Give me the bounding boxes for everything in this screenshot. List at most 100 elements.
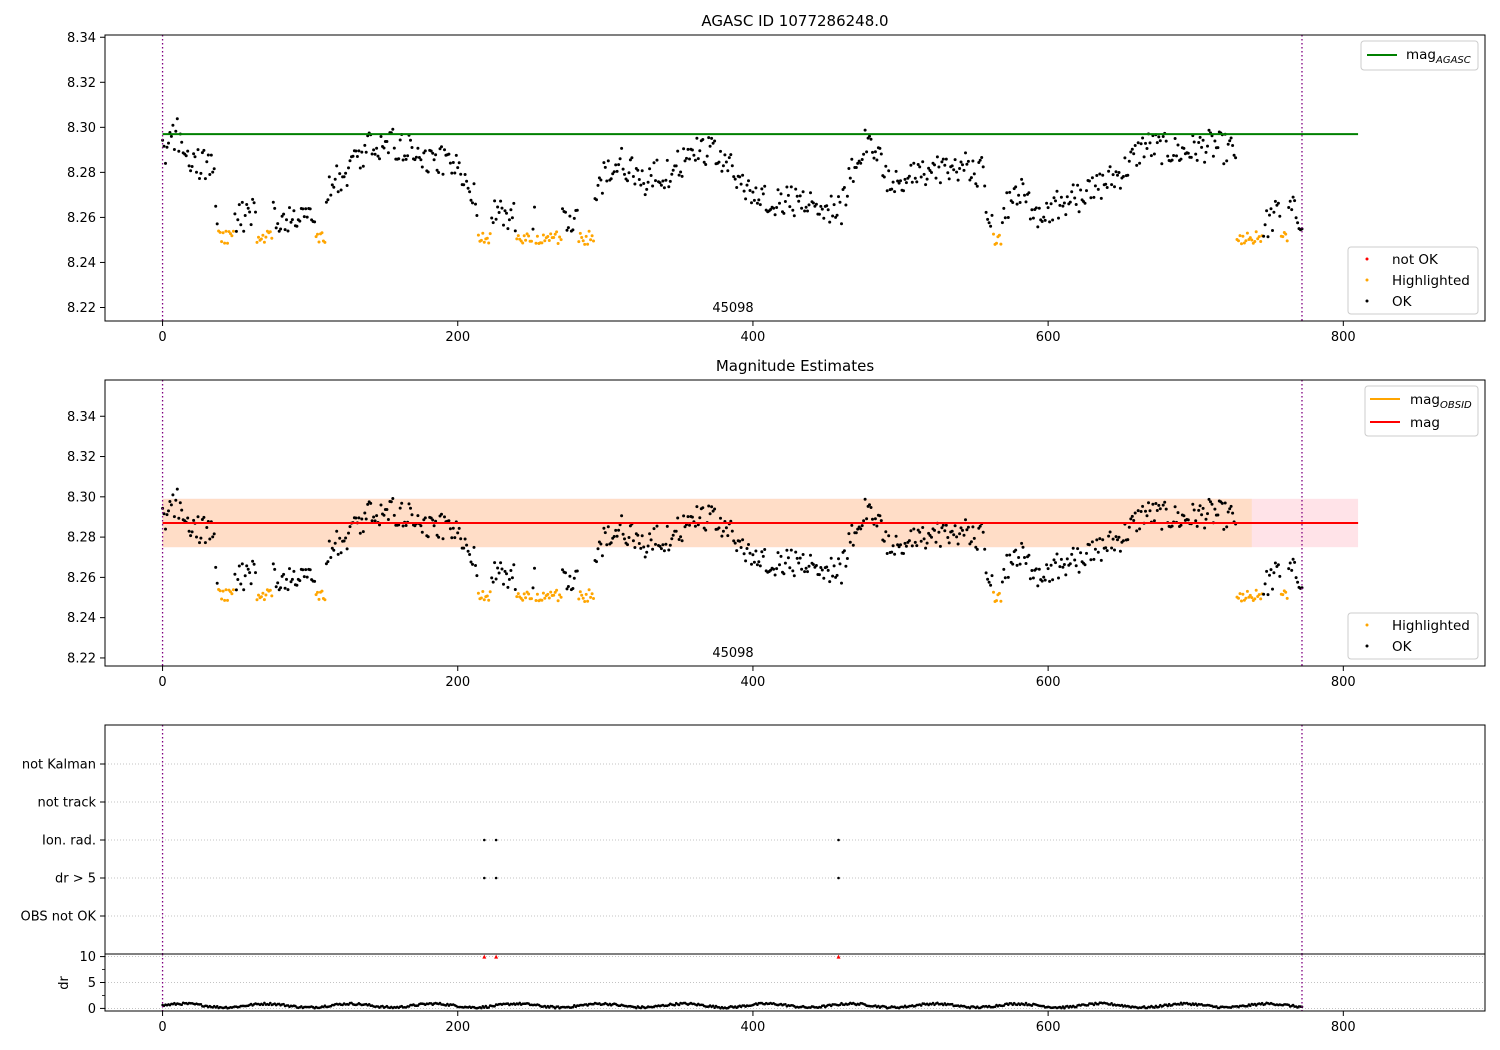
ok-point (1011, 562, 1015, 566)
ok-point (820, 207, 824, 211)
ok-point (760, 187, 764, 191)
highlighted-point (525, 232, 529, 236)
highlighted-point (1248, 593, 1252, 597)
ok-point (633, 546, 637, 549)
ok-point (1263, 223, 1267, 227)
ok-point (626, 179, 629, 183)
ok-point (389, 500, 393, 504)
ok-point (690, 148, 694, 152)
ok-point (677, 538, 681, 541)
ok-point (332, 185, 336, 189)
ok-point (292, 569, 296, 573)
ok-point (944, 523, 948, 527)
ok-point (237, 564, 241, 568)
ok-point (1089, 196, 1093, 200)
ok-point (169, 134, 173, 138)
ok-point (803, 209, 807, 213)
flag-category-label: not Kalman (22, 758, 96, 773)
panel-agasc: AGASC ID 1077286248.0 0 200 400 600 800 8.22… (67, 12, 1486, 345)
ok-point (249, 223, 253, 227)
ok-point (745, 547, 749, 550)
ok-point (1055, 189, 1059, 193)
ok-point (859, 527, 863, 531)
ok-point (1051, 578, 1055, 582)
highlighted-point (558, 593, 562, 597)
dr-point (518, 1001, 521, 1005)
ok-point (825, 204, 829, 208)
ok-point (744, 559, 748, 563)
highlighted-point (541, 591, 545, 595)
ok-point (1031, 216, 1035, 220)
ok-point (1017, 193, 1021, 197)
ok-point (596, 183, 600, 187)
ok-point (1148, 509, 1152, 513)
ok-point (361, 530, 365, 534)
highlighted-point (482, 240, 486, 244)
flag-category-label: Ion. rad. (42, 834, 96, 849)
ok-point (859, 161, 863, 165)
ok-point (386, 518, 390, 521)
ok-point (964, 151, 967, 155)
ok-point (457, 161, 461, 165)
ok-point (779, 192, 783, 196)
ok-point (696, 157, 700, 161)
ok-point (803, 570, 807, 574)
panel-flags: not Kalman not track Ion. rad. dr > 5 OBS no… (21, 724, 1486, 955)
ok-point (873, 517, 877, 521)
ok-point (978, 158, 982, 162)
highlighted-point (580, 593, 584, 597)
ok-point (1057, 576, 1060, 580)
ok-point (1158, 507, 1162, 511)
ok-point (865, 517, 869, 521)
ok-point (409, 506, 412, 510)
ok-point (707, 136, 711, 140)
ok-point (828, 580, 832, 584)
ok-point (1234, 156, 1238, 160)
ok-point (1195, 524, 1199, 528)
ok-point (757, 560, 761, 564)
ok-point (713, 507, 717, 511)
dr-point (931, 1001, 935, 1005)
ok-point (1201, 138, 1205, 142)
ok-point (502, 223, 505, 227)
highlighted-point (316, 590, 319, 594)
ok-point (946, 171, 950, 175)
ok-point (1077, 570, 1081, 574)
ok-point (1020, 177, 1024, 181)
ok-point (1158, 139, 1162, 143)
ok-point (788, 566, 792, 570)
ok-point (192, 152, 196, 156)
ok-point (645, 550, 649, 554)
ok-point (1104, 546, 1108, 550)
legend-not-ok-label: not OK (1392, 252, 1439, 268)
ok-point (696, 523, 700, 527)
ok-point (239, 223, 243, 227)
panel2-y-ticks: 8.22 8.24 8.26 8.28 8.30 8.32 8.34 (67, 410, 105, 666)
ok-point (431, 518, 435, 522)
ok-point (686, 515, 690, 519)
highlighted-point (999, 242, 1003, 246)
panel3-overlay-layer (161, 725, 1303, 954)
ok-point (1294, 216, 1298, 220)
ok-point (1098, 537, 1102, 541)
ok-point (605, 543, 609, 547)
ok-point (276, 581, 280, 585)
ok-point (1138, 161, 1142, 165)
ok-point (468, 190, 472, 194)
ok-point (474, 564, 477, 567)
ok-point (403, 154, 407, 158)
ok-point (640, 169, 644, 173)
ok-point (1051, 218, 1055, 222)
highlighted-point (1238, 592, 1242, 596)
ok-point (1157, 503, 1161, 507)
ok-point (776, 551, 780, 555)
ok-point (1225, 525, 1229, 529)
ok-point (1095, 538, 1099, 542)
x-tick-label: 800 (1331, 675, 1356, 690)
ok-point (845, 194, 849, 198)
y-tick-label: 8.28 (67, 531, 96, 546)
ok-point (1229, 136, 1233, 140)
ok-point (1052, 196, 1056, 200)
ok-point (730, 164, 734, 168)
ok-point (1155, 141, 1159, 145)
